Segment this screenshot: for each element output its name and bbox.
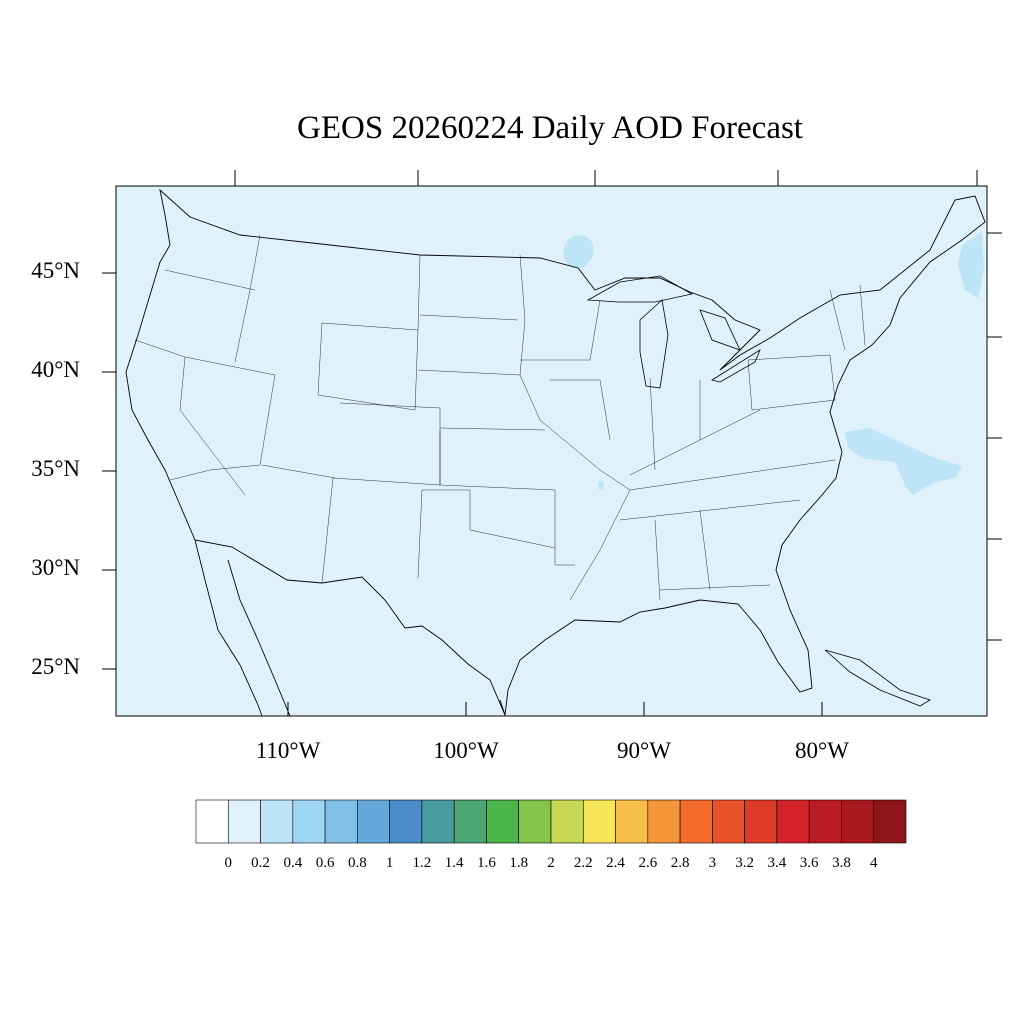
state-boundary bbox=[519, 254, 631, 601]
colorbar-label: 3.4 bbox=[767, 855, 787, 871]
state-boundary bbox=[419, 314, 519, 321]
colorbar-label: 3.8 bbox=[832, 855, 851, 871]
lat-label-40n: 40°N bbox=[31, 357, 80, 382]
colorbar-box bbox=[227, 799, 261, 844]
lat-label-25n: 25°N bbox=[31, 654, 80, 679]
state-boundary bbox=[554, 490, 575, 566]
colorbar-box bbox=[324, 799, 358, 844]
colorbar-box bbox=[486, 799, 520, 844]
colorbar-label: 1 bbox=[385, 855, 394, 871]
state-boundary bbox=[859, 284, 866, 346]
lake-superior bbox=[586, 275, 694, 303]
colorbar-box bbox=[712, 799, 745, 844]
colorbar-label: 3.6 bbox=[799, 855, 819, 871]
cuba-coast bbox=[824, 649, 931, 707]
state-boundary bbox=[550, 379, 611, 441]
lon-label-90w: 90°W bbox=[617, 738, 671, 763]
lat-label-45n: 45°N bbox=[31, 258, 80, 283]
colorbar-box bbox=[357, 799, 390, 844]
colorbar-label: 1.8 bbox=[509, 855, 529, 871]
lon-label-80w: 80°W bbox=[795, 738, 849, 763]
colorbar-label: 3.2 bbox=[735, 855, 754, 871]
state-boundary bbox=[829, 289, 846, 351]
colorbar-label: 3 bbox=[708, 855, 717, 871]
state-boundary bbox=[259, 374, 276, 466]
state-boundary bbox=[169, 464, 261, 481]
colorbar-label: 1.4 bbox=[444, 855, 464, 871]
state-boundary bbox=[699, 509, 711, 591]
colorbar-box bbox=[841, 799, 875, 844]
colorbar-label: 0.6 bbox=[315, 855, 335, 871]
aod-plume-small bbox=[598, 481, 604, 490]
colorbar-box bbox=[615, 799, 649, 844]
state-boundary bbox=[179, 356, 246, 496]
state-boundary bbox=[747, 354, 836, 411]
state-boundary bbox=[414, 254, 421, 411]
mexico-pacific-coast bbox=[194, 539, 263, 717]
colorbar-box bbox=[453, 799, 487, 844]
state-boundary bbox=[629, 459, 836, 491]
colorbar-label: 2.4 bbox=[606, 855, 625, 871]
colorbar-box bbox=[873, 799, 907, 844]
colorbar-label: 0 bbox=[224, 855, 233, 871]
colorbar-box bbox=[260, 799, 294, 844]
colorbar-box bbox=[518, 799, 552, 844]
colorbar-box bbox=[776, 799, 810, 844]
colorbar-box bbox=[582, 799, 616, 844]
aod-plume-atlantic bbox=[845, 428, 962, 495]
state-boundary bbox=[619, 499, 801, 521]
colorbar-box bbox=[389, 799, 423, 844]
lat-label-35n: 35°N bbox=[31, 456, 80, 481]
colorbar-box bbox=[195, 799, 229, 844]
mexico-gulf-coast bbox=[499, 699, 506, 716]
lat-label-30n: 30°N bbox=[31, 555, 80, 580]
state-boundary bbox=[659, 584, 771, 591]
aod-plume-nova-scotia bbox=[958, 232, 984, 298]
us-coastline bbox=[125, 188, 986, 717]
state-boundary bbox=[417, 369, 521, 376]
lake-michigan bbox=[639, 299, 669, 389]
state-boundary bbox=[321, 322, 419, 331]
lon-label-110w: 110°W bbox=[255, 738, 321, 763]
lake-erie bbox=[710, 348, 761, 383]
lon-label-100w: 100°W bbox=[433, 738, 499, 763]
colorbar-label: 2.6 bbox=[638, 855, 658, 871]
colorbar-label: 0.2 bbox=[251, 855, 270, 871]
state-boundary bbox=[589, 299, 601, 361]
state-boundary bbox=[417, 489, 423, 579]
state-boundary bbox=[649, 377, 656, 471]
state-boundary bbox=[261, 464, 336, 479]
colorbar-label: 0.4 bbox=[283, 855, 303, 871]
state-boundary bbox=[654, 519, 661, 601]
colorbar-label: 0.8 bbox=[347, 855, 367, 871]
map-title: GEOS 20260224 Daily AOD Forecast bbox=[297, 110, 803, 146]
colorbar-label: 1.2 bbox=[412, 855, 432, 871]
colorbar-box bbox=[292, 799, 326, 844]
aod-plume-lake-superior bbox=[563, 235, 594, 269]
colorbar-box bbox=[679, 799, 713, 844]
colorbar-box bbox=[550, 799, 584, 844]
colorbar-label: 2 bbox=[547, 855, 555, 871]
colorbar-box bbox=[744, 799, 778, 844]
map-frame bbox=[115, 185, 988, 717]
state-boundary bbox=[234, 234, 261, 363]
colorbar-box bbox=[421, 799, 455, 844]
colorbar-label: 2.8 bbox=[670, 855, 690, 871]
colorbar-box bbox=[808, 799, 842, 844]
colorbar-label: 1.6 bbox=[477, 855, 496, 871]
state-boundary bbox=[164, 269, 256, 291]
state-boundary bbox=[321, 477, 334, 584]
colorbar-label: 4 bbox=[869, 855, 878, 871]
state-boundary bbox=[469, 490, 556, 549]
lake-huron bbox=[699, 309, 741, 351]
baja-gulf-coast bbox=[227, 559, 291, 717]
state-boundary bbox=[439, 484, 556, 491]
colorbar-box bbox=[647, 799, 681, 844]
state-boundary bbox=[439, 427, 546, 431]
colorbar-label: 2.2 bbox=[573, 855, 593, 871]
